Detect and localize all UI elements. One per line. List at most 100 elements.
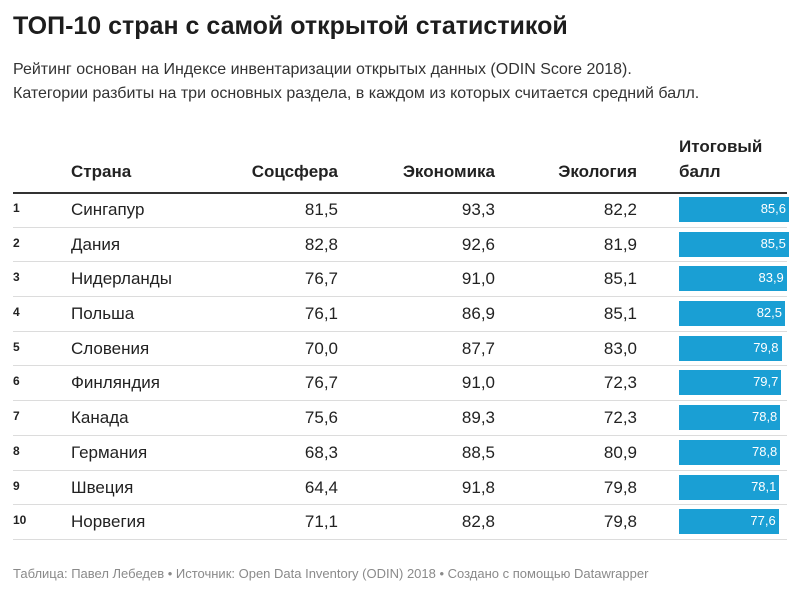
economy-cell: 93,3	[461, 200, 495, 219]
subtitle-line-2: Категории разбиты на три основных раздел…	[13, 85, 700, 102]
total-bar-label: 85,5	[760, 235, 786, 251]
ecology-cell: 80,9	[603, 442, 637, 462]
social-cell: 64,4	[304, 477, 338, 497]
rank-label: 5	[13, 339, 20, 354]
country-cell: Польша	[71, 304, 135, 324]
table-row: 9 Швеция 64,4 91,8 79,8 78,1	[13, 471, 787, 506]
social-cell: 75,6	[304, 408, 338, 428]
rank-label: 4	[13, 305, 20, 320]
table-row: 2 Дания 82,8 92,6 81,9 85,5	[13, 228, 789, 263]
social-cell: 68,3	[304, 442, 338, 462]
economy-cell: 92,6	[461, 234, 495, 254]
total-bar-track: 82,5	[679, 301, 789, 327]
column-header-social[interactable]: Соцсфера	[251, 162, 338, 181]
total-bar-label: 79,8	[753, 339, 779, 355]
total-bar-label: 82,5	[756, 305, 782, 321]
total-bar: 78,8	[679, 439, 781, 465]
total-bar: 78,1	[679, 474, 780, 500]
rank-label: 10	[13, 513, 27, 528]
total-bar-label: 78,1	[751, 478, 777, 494]
social-cell: 82,8	[304, 234, 338, 254]
chart-title: ТОП-10 стран с самой открытой статистико…	[13, 12, 568, 40]
social-cell: 76,1	[304, 304, 338, 324]
total-bar: 82,5	[679, 301, 785, 327]
rank-label: 1	[13, 201, 20, 215]
rank-label: 7	[13, 409, 20, 424]
total-bar-label: 79,7	[753, 374, 779, 390]
country-cell: Финляндия	[71, 373, 160, 393]
economy-cell: 91,0	[461, 269, 495, 289]
column-header-country[interactable]: Страна	[71, 162, 132, 181]
ecology-cell: 83,0	[603, 338, 637, 358]
column-header-total[interactable]: Итоговый балл	[679, 134, 789, 184]
total-bar-track: 83,9	[679, 266, 789, 292]
total-bar: 85,5	[679, 231, 789, 257]
ecology-cell: 85,1	[603, 304, 637, 324]
table-row: 7 Канада 75,6 89,3 72,3 78,8	[13, 401, 787, 436]
total-bar-track: 77,6	[679, 509, 789, 535]
rank-label: 2	[13, 235, 20, 250]
table-header: Страна Соцсфера Экономика Экология Итого…	[13, 132, 787, 194]
rank-label: 8	[13, 443, 20, 458]
total-bar-track: 79,7	[679, 370, 789, 396]
rank-label: 3	[13, 270, 20, 285]
chart-subtitle: Рейтинг основан на Индексе инвентаризаци…	[13, 58, 793, 106]
economy-cell: 88,5	[461, 442, 495, 462]
table-row: 4 Польша 76,1 86,9 85,1 82,5	[13, 297, 787, 332]
table-row: 10 Норвегия 71,1 82,8 79,8 77,6	[13, 505, 787, 540]
ecology-cell: 72,3	[603, 408, 637, 428]
total-bar-track: 85,5	[679, 231, 789, 257]
total-bar-track: 79,8	[679, 335, 789, 361]
social-cell: 71,1	[304, 512, 338, 532]
social-cell: 76,7	[304, 269, 338, 289]
rank-label: 6	[13, 374, 20, 389]
country-cell: Дания	[71, 234, 121, 254]
total-bar-track: 78,8	[679, 439, 789, 465]
total-bar-label: 85,6	[760, 201, 786, 216]
chart-footer: Таблица: Павел Лебедев • Источник: Open …	[13, 566, 649, 581]
country-cell: Словения	[71, 338, 150, 358]
total-bar: 83,9	[679, 266, 787, 292]
social-cell: 70,0	[304, 338, 338, 358]
total-bar: 77,6	[679, 509, 779, 535]
social-cell: 81,5	[304, 200, 338, 219]
country-cell: Германия	[71, 442, 148, 462]
economy-cell: 82,8	[461, 512, 495, 532]
economy-cell: 86,9	[461, 304, 495, 324]
ecology-cell: 81,9	[603, 234, 637, 254]
total-bar-label: 78,8	[751, 409, 778, 425]
subtitle-line-1: Рейтинг основан на Индексе инвентаризаци…	[13, 61, 632, 78]
ecology-cell: 72,3	[603, 373, 637, 393]
country-cell: Норвегия	[71, 512, 146, 532]
table-row: 6 Финляндия 76,7 91,0 72,3 79,7	[13, 366, 789, 402]
rank-label: 9	[13, 478, 20, 493]
column-header-economy[interactable]: Экономика	[402, 162, 495, 181]
table-row: 5 Словения 70,0 87,7 83,0 79,8	[13, 332, 787, 367]
table-row: 3 Нидерланды 76,7 91,0 85,1 83,9	[13, 262, 789, 298]
total-bar-track: 78,1	[679, 474, 789, 500]
total-bar-track: 85,6	[679, 197, 789, 222]
total-bar-track: 78,8	[679, 405, 789, 431]
economy-cell: 89,3	[461, 408, 495, 428]
ecology-cell: 85,1	[603, 269, 637, 289]
country-cell: Нидерланды	[71, 269, 172, 289]
table-row: 1 Сингапур 81,5 93,3 82,2 85,6	[13, 193, 789, 228]
total-bar-label: 77,6	[750, 513, 776, 529]
ecology-cell: 79,8	[603, 477, 637, 497]
table-row: 8 Германия 68,3 88,5 80,9 78,8	[13, 436, 787, 471]
economy-cell: 91,0	[461, 373, 495, 393]
total-bar: 85,6	[679, 197, 789, 222]
social-cell: 76,7	[304, 373, 338, 393]
country-cell: Сингапур	[71, 200, 145, 219]
total-bar: 78,8	[679, 405, 781, 431]
column-header-total-line-2: балл	[679, 162, 721, 181]
ecology-cell: 79,8	[603, 512, 637, 532]
table-body: 1 Сингапур 81,5 93,3 82,2 85,6 2 Дания 82,8 92,6 8…	[13, 193, 789, 540]
column-header-ecology[interactable]: Экология	[558, 162, 637, 181]
total-bar-label: 78,8	[751, 443, 778, 459]
total-bar: 79,8	[679, 335, 782, 361]
country-cell: Канада	[71, 408, 129, 428]
country-cell: Швеция	[71, 477, 134, 497]
column-header-total-line-1: Итоговый	[679, 137, 763, 156]
economy-cell: 91,8	[461, 477, 495, 497]
